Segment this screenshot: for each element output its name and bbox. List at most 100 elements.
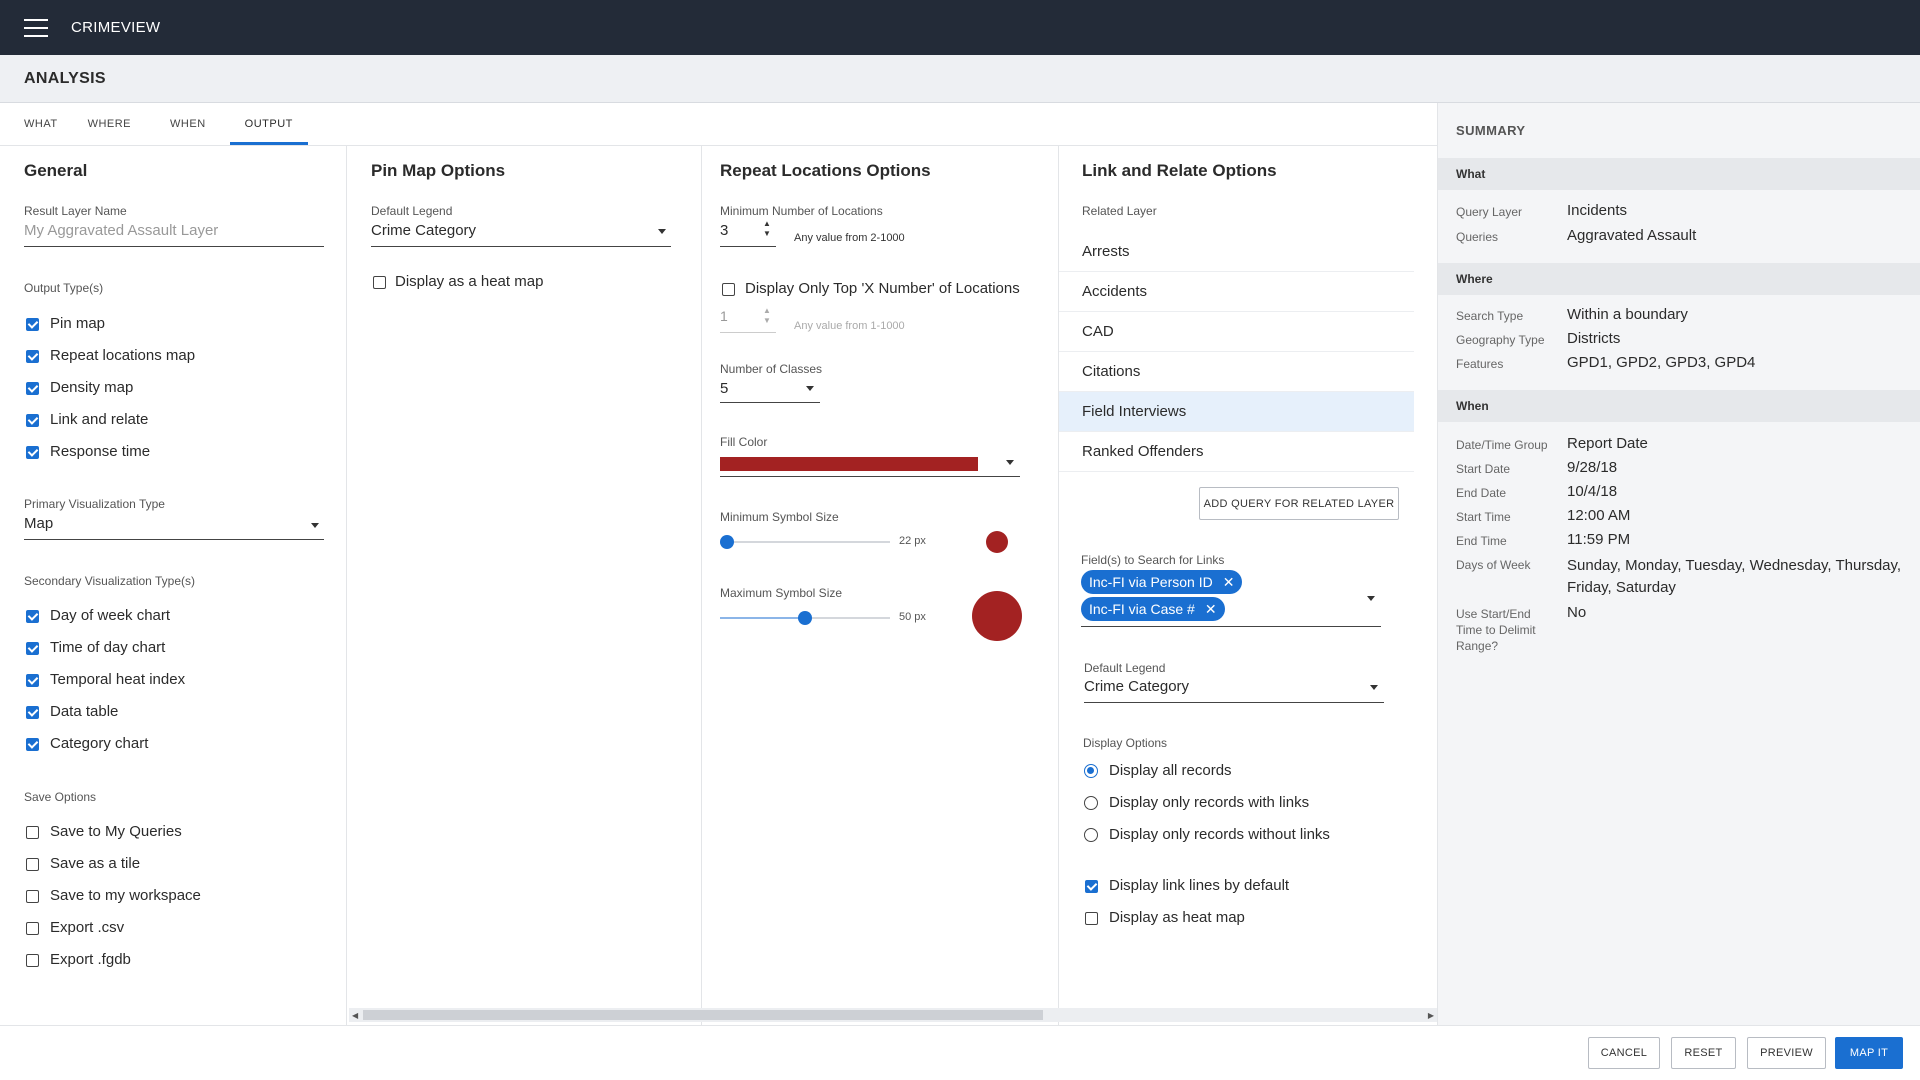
chevron-down-icon[interactable] xyxy=(1367,596,1375,601)
related-layer-item[interactable]: Arrests xyxy=(1059,232,1414,272)
stepper-down-icon[interactable]: ▼ xyxy=(763,316,771,325)
top-x-input[interactable]: 1 xyxy=(720,308,728,324)
pin-heatmap-checkbox[interactable] xyxy=(373,276,386,289)
related-layer-item[interactable]: Ranked Offenders xyxy=(1059,432,1414,472)
response-time-checkbox[interactable] xyxy=(26,446,39,459)
display-all-radio[interactable] xyxy=(1084,764,1098,778)
app-title: CRIMEVIEW xyxy=(71,19,161,36)
link-legend-select[interactable]: Crime Category xyxy=(1084,678,1190,695)
day-of-week-checkbox[interactable] xyxy=(26,610,39,623)
preview-button[interactable]: PREVIEW xyxy=(1747,1037,1826,1069)
tab-where[interactable]: WHERE xyxy=(87,118,132,130)
fields-underline xyxy=(1081,626,1381,627)
summary-key: End Date xyxy=(1456,486,1507,500)
summary-value: 9/28/18 xyxy=(1567,459,1618,476)
map-it-button[interactable]: MAP IT xyxy=(1835,1037,1903,1069)
field-chip-label: Inc-FI via Case # xyxy=(1089,601,1195,617)
max-symbol-preview xyxy=(972,591,1022,641)
summary-key: Use Start/End Time to Delimit Range? xyxy=(1456,607,1536,653)
menu-icon[interactable] xyxy=(24,18,48,37)
tab-what[interactable]: WHAT xyxy=(24,118,58,130)
field-chip-label: Inc-FI via Person ID xyxy=(1089,574,1213,590)
repeat-locations-panel: Repeat Locations Options Minimum Number … xyxy=(702,145,1059,1025)
save-tile-checkbox[interactable] xyxy=(26,858,39,871)
related-layer-item[interactable]: Accidents xyxy=(1059,272,1414,312)
footer-bar: CANCEL RESET PREVIEW MAP IT xyxy=(0,1025,1920,1080)
pin-map-checkbox[interactable] xyxy=(26,318,39,331)
general-panel: General Result Layer Name My Aggravated … xyxy=(0,145,347,1025)
related-layer-item[interactable]: Citations xyxy=(1059,352,1414,392)
data-table-checkbox[interactable] xyxy=(26,706,39,719)
summary-value: Districts xyxy=(1567,330,1621,347)
repeat-locations-label: Repeat locations map xyxy=(50,347,196,364)
density-map-checkbox[interactable] xyxy=(26,382,39,395)
pin-legend-select[interactable]: Crime Category xyxy=(371,222,477,239)
link-relate-panel: Link and Relate Options Related Layer Ar… xyxy=(1059,145,1437,1025)
summary-key: Date/Time Group xyxy=(1456,438,1548,452)
summary-what-header: What xyxy=(1438,158,1920,190)
save-workspace-checkbox[interactable] xyxy=(26,890,39,903)
top-bar: CRIMEVIEW xyxy=(0,0,1920,55)
chevron-down-icon xyxy=(806,386,814,391)
time-of-day-checkbox[interactable] xyxy=(26,642,39,655)
pin-legend-label: Default Legend xyxy=(371,204,453,218)
category-chart-label: Category chart xyxy=(50,735,149,752)
horizontal-scrollbar[interactable]: ◀ ▶ xyxy=(349,1008,1437,1022)
display-with-links-radio[interactable] xyxy=(1084,796,1098,810)
min-symbol-label: Minimum Symbol Size xyxy=(720,510,839,524)
category-chart-checkbox[interactable] xyxy=(26,738,39,751)
primary-vis-select[interactable]: Map xyxy=(24,515,54,532)
stepper-down-icon[interactable]: ▼ xyxy=(763,229,771,238)
min-symbol-slider-thumb[interactable] xyxy=(720,535,734,549)
display-without-links-radio[interactable] xyxy=(1084,828,1098,842)
related-layer-item[interactable]: CAD xyxy=(1059,312,1414,352)
summary-key: Search Type xyxy=(1456,309,1524,323)
min-symbol-preview xyxy=(986,531,1008,553)
scroll-left-icon[interactable]: ◀ xyxy=(352,1011,359,1020)
field-chip[interactable]: Inc-FI via Person ID ✕ xyxy=(1081,570,1243,594)
link-heatmap-checkbox[interactable] xyxy=(1085,912,1098,925)
summary-value: Sunday, Monday, Tuesday, Wednesday, Thur… xyxy=(1567,557,1902,596)
export-fgdb-checkbox[interactable] xyxy=(26,954,39,967)
top-x-checkbox[interactable] xyxy=(722,283,735,296)
link-title: Link and Relate Options xyxy=(1082,161,1277,180)
min-locations-hint: Any value from 2-1000 xyxy=(794,232,905,244)
max-symbol-value: 50 px xyxy=(899,611,926,623)
classes-select[interactable]: 5 xyxy=(720,380,729,397)
data-table-label: Data table xyxy=(50,703,119,720)
result-layer-input[interactable]: My Aggravated Assault Layer xyxy=(24,222,219,239)
scrollbar-thumb[interactable] xyxy=(363,1010,1043,1020)
page-title: ANALYSIS xyxy=(24,69,106,87)
save-queries-checkbox[interactable] xyxy=(26,826,39,839)
response-time-label: Response time xyxy=(50,443,151,460)
tab-when[interactable]: WHEN xyxy=(170,118,206,130)
min-locations-underline xyxy=(720,246,776,247)
min-locations-input[interactable]: 3 xyxy=(720,222,729,239)
scroll-right-icon[interactable]: ▶ xyxy=(1427,1011,1434,1020)
summary-key: Queries xyxy=(1456,230,1499,244)
chevron-down-icon[interactable] xyxy=(1006,460,1014,465)
link-relate-checkbox[interactable] xyxy=(26,414,39,427)
related-layer-item-selected[interactable]: Field Interviews xyxy=(1059,392,1414,432)
reset-button[interactable]: RESET xyxy=(1671,1037,1736,1069)
field-chip[interactable]: Inc-FI via Case # ✕ xyxy=(1081,597,1225,621)
add-query-button[interactable]: ADD QUERY FOR RELATED LAYER xyxy=(1199,487,1399,520)
close-icon[interactable]: ✕ xyxy=(1222,573,1235,590)
related-layer-label: Related Layer xyxy=(1082,204,1157,218)
close-icon[interactable]: ✕ xyxy=(1204,600,1217,617)
repeat-locations-checkbox[interactable] xyxy=(26,350,39,363)
tabs-divider xyxy=(0,145,1437,146)
max-symbol-slider-thumb[interactable] xyxy=(798,611,812,625)
fill-color-swatch[interactable] xyxy=(720,457,978,471)
cancel-button[interactable]: CANCEL xyxy=(1588,1037,1660,1069)
tab-output[interactable]: OUTPUT xyxy=(229,103,309,145)
link-lines-checkbox[interactable] xyxy=(1085,880,1098,893)
stepper-up-icon[interactable]: ▲ xyxy=(763,306,771,315)
summary-when-header: When xyxy=(1438,390,1920,422)
stepper-up-icon[interactable]: ▲ xyxy=(763,219,771,228)
pin-map-label: Pin map xyxy=(50,315,106,332)
min-symbol-slider-track[interactable] xyxy=(720,541,890,543)
pin-map-title: Pin Map Options xyxy=(371,161,506,180)
export-csv-checkbox[interactable] xyxy=(26,922,39,935)
temporal-heat-checkbox[interactable] xyxy=(26,674,39,687)
